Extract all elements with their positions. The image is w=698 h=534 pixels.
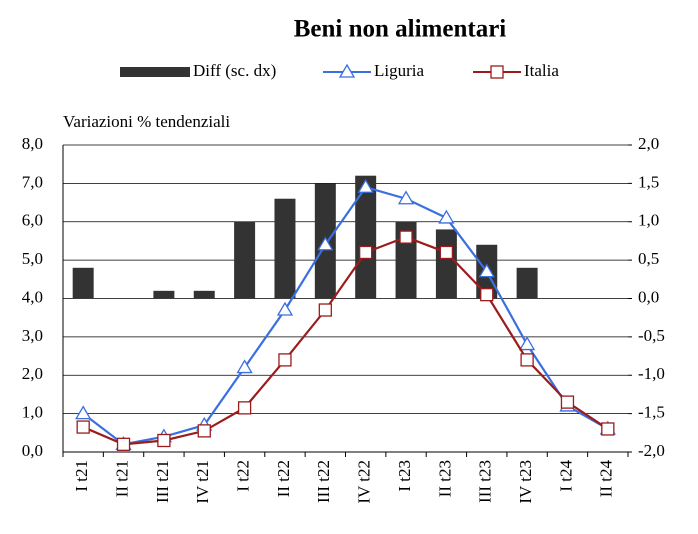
x-tick-label: II t21 bbox=[112, 460, 131, 497]
marker bbox=[359, 245, 373, 260]
x-tick-label: IV t21 bbox=[193, 460, 212, 504]
bar bbox=[153, 290, 175, 299]
x-tick-label: IV t22 bbox=[355, 460, 374, 504]
y-tick-label: 1,0 bbox=[22, 403, 43, 422]
x-tick-label: II t24 bbox=[597, 460, 616, 498]
bar bbox=[355, 175, 377, 299]
marker bbox=[318, 303, 332, 317]
y2-tick-label: -0,5 bbox=[638, 326, 665, 345]
y2-tick-label: 0,0 bbox=[638, 287, 659, 306]
marker bbox=[518, 336, 536, 351]
marker bbox=[237, 401, 252, 415]
y2-tick-label: 1,5 bbox=[638, 172, 659, 191]
x-tick-label: II t23 bbox=[435, 460, 454, 497]
marker bbox=[278, 353, 292, 367]
y2-tick-label: 0,5 bbox=[638, 249, 659, 268]
x-tick-label: I t21 bbox=[72, 460, 91, 492]
y2-tick-label: 1,0 bbox=[638, 211, 659, 230]
marker bbox=[560, 395, 575, 409]
marker bbox=[116, 437, 131, 451]
bar bbox=[193, 290, 215, 299]
x-tick-label: II t22 bbox=[274, 460, 293, 497]
y2-tick-label: -2,0 bbox=[638, 441, 665, 460]
bar bbox=[234, 221, 256, 299]
marker bbox=[76, 420, 90, 434]
legend-marker bbox=[490, 65, 504, 79]
y2-tick-label: -1,5 bbox=[638, 403, 665, 422]
x-tick-label: III t21 bbox=[153, 460, 172, 503]
marker bbox=[236, 359, 253, 374]
y-tick-label: 8,0 bbox=[22, 134, 43, 153]
legend-label: Diff (sc. dx) bbox=[193, 61, 276, 80]
x-tick-label: III t22 bbox=[314, 460, 333, 503]
line bbox=[82, 235, 609, 446]
marker bbox=[601, 422, 615, 436]
x-tick-label: I t23 bbox=[395, 460, 414, 492]
y-tick-label: 7,0 bbox=[22, 172, 43, 191]
bar bbox=[274, 198, 296, 299]
y-tick-label: 2,0 bbox=[22, 364, 43, 383]
marker bbox=[357, 178, 374, 193]
marker bbox=[480, 288, 494, 302]
legend-label: Italia bbox=[524, 61, 559, 80]
bar bbox=[516, 267, 538, 299]
marker bbox=[197, 424, 211, 438]
marker bbox=[397, 190, 415, 205]
marker bbox=[75, 405, 92, 420]
y-tick-label: 4,0 bbox=[22, 287, 43, 306]
marker bbox=[520, 353, 534, 367]
y-tick-label: 5,0 bbox=[22, 249, 43, 268]
y-tick-label: 3,0 bbox=[22, 326, 43, 345]
marker bbox=[438, 209, 455, 224]
legend-marker bbox=[338, 63, 356, 78]
marker bbox=[478, 263, 495, 278]
x-tick-label: III t23 bbox=[476, 460, 495, 503]
marker bbox=[399, 230, 413, 244]
line bbox=[82, 185, 609, 446]
legend-label: Liguria bbox=[374, 61, 424, 80]
x-tick-label: I t22 bbox=[234, 460, 253, 492]
y2-tick-label: -1,0 bbox=[638, 364, 665, 383]
y-tick-label: 0,0 bbox=[22, 441, 43, 460]
chart-title: Beni non alimentari bbox=[294, 16, 507, 43]
x-tick-label: IV t23 bbox=[516, 460, 535, 504]
x-tick-label: I t24 bbox=[556, 460, 575, 492]
legend-swatch bbox=[120, 67, 190, 77]
marker bbox=[157, 433, 171, 448]
marker bbox=[276, 301, 294, 316]
y-tick-label: 6,0 bbox=[22, 211, 43, 230]
y2-tick-label: 2,0 bbox=[638, 134, 659, 153]
bar bbox=[435, 229, 457, 299]
bar bbox=[72, 267, 94, 299]
marker bbox=[317, 236, 334, 251]
marker bbox=[439, 245, 454, 260]
y-axis-label: Variazioni % tendenziali bbox=[63, 112, 230, 131]
